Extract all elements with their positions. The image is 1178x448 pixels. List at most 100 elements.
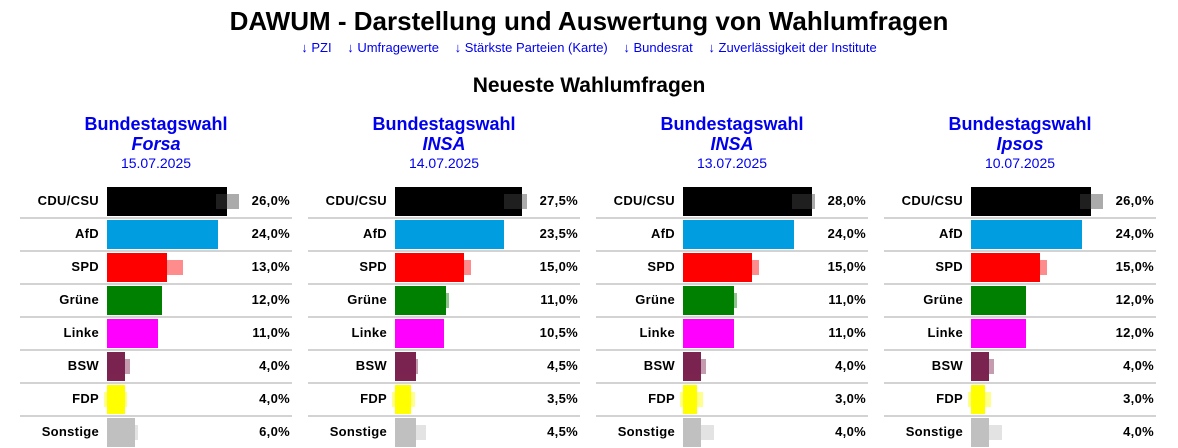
- election-title[interactable]: Bundestagswahl: [948, 114, 1092, 134]
- reference-marker: [137, 293, 161, 308]
- party-label: Grüne: [59, 292, 99, 307]
- party-label: Linke: [351, 325, 387, 340]
- party-row: BSW 4,0%: [884, 351, 1156, 384]
- reference-marker: [395, 359, 419, 374]
- party-bar: [971, 220, 1082, 249]
- party-row: SPD 13,0%: [20, 252, 292, 285]
- party-value: 3,0%: [835, 391, 866, 406]
- party-value: 4,0%: [835, 424, 866, 439]
- party-bar: [683, 352, 702, 381]
- party-bar: [683, 385, 697, 414]
- reference-marker: [425, 293, 449, 308]
- institute-name[interactable]: INSA: [422, 134, 466, 154]
- party-value: 26,0%: [251, 193, 290, 208]
- reference-marker: [107, 359, 131, 374]
- reference-marker: [124, 326, 148, 341]
- election-title[interactable]: Bundestagswahl: [84, 114, 228, 134]
- party-row: SPD 15,0%: [308, 252, 580, 285]
- party-row: AfD 24,0%: [884, 219, 1156, 252]
- nav-link-umfragewerte[interactable]: ↓ Umfragewerte: [347, 40, 439, 55]
- party-label: SPD: [935, 259, 963, 274]
- party-row: CDU/CSU 26,0%: [20, 186, 292, 219]
- party-label: CDU/CSU: [37, 193, 99, 208]
- reference-marker: [412, 326, 436, 341]
- party-value: 11,0%: [828, 292, 866, 307]
- poll-panel: Bundestagswahl INSA 14.07.2025 CDU/CSU 27,5%…: [308, 114, 580, 447]
- party-bar: [683, 187, 813, 216]
- reference-marker: [691, 425, 715, 440]
- party-row: Linke 11,0%: [596, 318, 868, 351]
- reference-marker: [700, 326, 724, 341]
- party-label: FDP: [360, 391, 387, 406]
- party-value: 11,0%: [540, 292, 578, 307]
- reference-marker: [391, 392, 415, 407]
- party-bar: [107, 286, 163, 315]
- party-bar: [683, 418, 702, 447]
- party-value: 26,0%: [1115, 193, 1154, 208]
- party-bar: [395, 286, 446, 315]
- bar-rows: CDU/CSU 26,0% AfD 24,0% SPD 13,0% Grüne 12,0% Li…: [20, 186, 292, 448]
- reference-marker: [1023, 260, 1047, 275]
- party-row: AfD 23,5%: [308, 219, 580, 252]
- party-bar: [107, 352, 126, 381]
- party-label: AfD: [74, 226, 99, 241]
- bar-rows: CDU/CSU 27,5% AfD 23,5% SPD 15,0% Grüne 11,0% Li…: [308, 186, 580, 448]
- party-label: CDU/CSU: [325, 193, 387, 208]
- reference-marker: [447, 260, 471, 275]
- party-label: BSW: [643, 358, 675, 373]
- reference-marker: [971, 359, 995, 374]
- institute-name[interactable]: Ipsos: [996, 134, 1044, 154]
- poll-panel: Bundestagswahl Forsa 15.07.2025 CDU/CSU 26,0…: [20, 114, 292, 447]
- party-row: FDP 3,0%: [884, 384, 1156, 417]
- panel-header: Bundestagswahl Ipsos 10.07.2025: [884, 114, 1156, 172]
- nav-link-bundesrat[interactable]: ↓ Bundesrat: [623, 40, 693, 55]
- institute-name[interactable]: INSA: [710, 134, 754, 154]
- nav-link-staerkste-parteien[interactable]: ↓ Stärkste Parteien (Karte): [454, 40, 608, 55]
- section-title: Neueste Wahlumfragen: [472, 74, 706, 97]
- party-bar: [683, 220, 794, 249]
- reference-marker: [103, 392, 127, 407]
- party-row: SPD 15,0%: [596, 252, 868, 285]
- party-bar: [395, 220, 504, 249]
- panel-header: Bundestagswahl Forsa 15.07.2025: [20, 114, 292, 172]
- party-row: Sonstige 4,5%: [308, 417, 580, 448]
- party-value: 4,0%: [259, 358, 290, 373]
- nav-link-zuverlaessigkeit[interactable]: ↓ Zuverlässigkeit der Institute: [708, 40, 877, 55]
- election-title[interactable]: Bundestagswahl: [372, 114, 516, 134]
- party-row: Grüne 11,0%: [308, 285, 580, 318]
- party-row: SPD 15,0%: [884, 252, 1156, 285]
- party-bar: [107, 418, 135, 447]
- party-bar: [107, 385, 126, 414]
- reference-marker: [683, 359, 707, 374]
- party-label: BSW: [67, 358, 99, 373]
- party-value: 4,0%: [259, 391, 290, 406]
- nav-link-pzi[interactable]: ↓ PZI: [301, 40, 332, 55]
- party-bar: [395, 418, 416, 447]
- party-value: 4,5%: [547, 424, 578, 439]
- party-bar: [395, 385, 412, 414]
- reference-marker: [115, 425, 139, 440]
- party-label: AfD: [938, 226, 963, 241]
- poll-date: 14.07.2025: [408, 155, 480, 171]
- party-value: 12,0%: [251, 292, 290, 307]
- party-value: 6,0%: [259, 424, 290, 439]
- party-label: SPD: [359, 259, 387, 274]
- party-label: FDP: [72, 391, 99, 406]
- reference-marker: [503, 194, 527, 209]
- party-value: 4,5%: [547, 358, 578, 373]
- party-row: BSW 4,0%: [596, 351, 868, 384]
- election-title[interactable]: Bundestagswahl: [660, 114, 804, 134]
- party-row: BSW 4,5%: [308, 351, 580, 384]
- institute-name[interactable]: Forsa: [131, 134, 181, 154]
- page-title: DAWUM - Darstellung und Auswertung von W…: [229, 6, 949, 36]
- party-row: Sonstige 4,0%: [596, 417, 868, 448]
- party-label: CDU/CSU: [901, 193, 963, 208]
- party-row: FDP 3,0%: [596, 384, 868, 417]
- party-value: 23,5%: [539, 226, 578, 241]
- party-value: 15,0%: [1115, 259, 1154, 274]
- party-bar: [683, 286, 734, 315]
- party-row: CDU/CSU 27,5%: [308, 186, 580, 219]
- anchor-nav: ↓ PZI ↓ Umfragewerte ↓ Stärkste Parteien…: [0, 40, 1178, 55]
- reference-marker: [967, 392, 991, 407]
- reference-marker: [215, 194, 239, 209]
